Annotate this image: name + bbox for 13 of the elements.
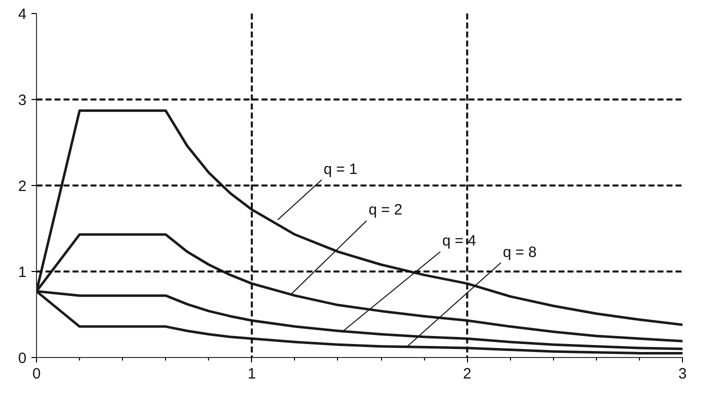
annotation: q = 1 bbox=[324, 160, 358, 178]
annotation: q = 4 bbox=[442, 232, 476, 250]
annotation: q = 2 bbox=[368, 202, 402, 219]
x-tick-label: 0 bbox=[32, 366, 41, 382]
y-tick-label: 1 bbox=[18, 264, 26, 281]
x-tick-label: 1 bbox=[248, 366, 256, 382]
y-tick-label: 0 bbox=[18, 350, 26, 367]
annotation: q = 8 bbox=[502, 244, 537, 261]
y-tick-label: 2 bbox=[18, 178, 26, 195]
x-tick-label: 2 bbox=[462, 366, 472, 382]
x-tick-label: 3 bbox=[678, 366, 687, 382]
y-tick-label: 3 bbox=[18, 92, 26, 109]
y-tick-label: 4 bbox=[18, 6, 26, 23]
